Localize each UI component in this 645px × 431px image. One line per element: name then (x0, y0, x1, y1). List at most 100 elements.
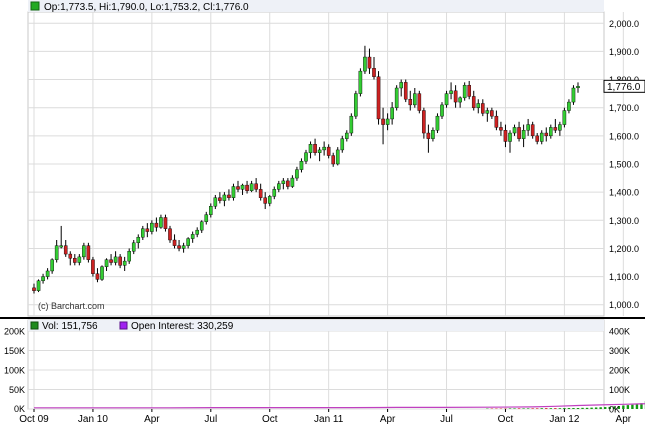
candle-body (395, 88, 398, 108)
candle-body (504, 130, 507, 141)
price-y-tick-label: 1,300.0 (609, 216, 639, 226)
candle-body (205, 215, 208, 222)
candle-body (427, 133, 430, 139)
candle-body (522, 130, 525, 138)
volume-legend-text: Vol: 151,756 (42, 321, 98, 332)
candle-body (431, 130, 434, 138)
candle-body (468, 85, 471, 96)
volume-legend-swatch (31, 322, 38, 329)
candle-body (168, 229, 171, 240)
price-y-tick-label: 1,900.0 (609, 47, 639, 57)
candle-body (128, 251, 131, 261)
volume-right-tick-label: 400K (609, 327, 630, 337)
volume-bar (581, 408, 583, 409)
volume-left-tick-label: 100K (4, 366, 25, 376)
candle-body (336, 150, 339, 164)
candle-body (332, 156, 335, 164)
candle-body (32, 288, 35, 291)
candle-body (463, 85, 466, 98)
open-interest-legend-text: Open Interest: 330,259 (131, 321, 234, 332)
x-tick-label: Oct 09 (19, 414, 49, 425)
candle-body (41, 277, 44, 281)
candle-body (472, 96, 475, 107)
candle-body (259, 189, 262, 197)
candle-body (350, 116, 353, 133)
price-y-tick-label: 1,200.0 (609, 244, 639, 254)
candle-body (499, 127, 502, 130)
x-tick-label: Jul (440, 414, 453, 425)
candle-body (245, 185, 248, 191)
candle-body (481, 103, 484, 113)
candle-body (409, 99, 412, 105)
candle-body (391, 108, 394, 119)
volume-bar (559, 408, 561, 409)
x-tick-label: Jul (204, 414, 217, 425)
candle-body (209, 206, 212, 214)
candle-body (264, 198, 267, 204)
volume-bar (586, 408, 588, 409)
candle-body (436, 116, 439, 130)
candle-body (46, 271, 49, 277)
candle-body (51, 260, 54, 271)
candle-body (123, 261, 126, 265)
candle-body (250, 184, 253, 191)
candle-body (486, 111, 489, 114)
volume-bar (595, 407, 597, 409)
candle-body (295, 170, 298, 178)
candle-body (87, 246, 90, 260)
volume-legend-bar (28, 320, 604, 331)
x-tick-label: Apr (380, 414, 396, 425)
price-y-tick-label: 2,000.0 (609, 19, 639, 29)
volume-bar (541, 408, 543, 409)
candle-body (191, 234, 194, 238)
candle-body (109, 260, 112, 263)
candle-body (69, 254, 72, 258)
volume-bar (522, 408, 524, 409)
candle-body (558, 125, 561, 131)
candle-body (549, 127, 552, 135)
candle-body (232, 187, 235, 198)
volume-left-tick-label: 0K (14, 404, 25, 414)
volume-bar (577, 408, 579, 409)
candle-body (273, 189, 276, 196)
candle-body (105, 260, 108, 267)
candle-body (567, 102, 570, 110)
x-tick-label: Jan 12 (549, 414, 579, 425)
candle-body (490, 111, 493, 117)
candle-body (323, 147, 326, 150)
price-y-tick-label: 1,700.0 (609, 103, 639, 113)
candle-body (400, 82, 403, 88)
candle-body (545, 133, 548, 136)
candle-body (459, 98, 462, 102)
candle-body (164, 217, 167, 228)
volume-bar (622, 405, 624, 409)
price-y-tick-label: 1,500.0 (609, 160, 639, 170)
candle-body (359, 71, 362, 94)
candle-body (386, 119, 389, 125)
candle-body (300, 161, 303, 169)
candle-body (196, 230, 199, 234)
candle-body (141, 229, 144, 237)
candle-body (119, 257, 122, 265)
candle-body (445, 94, 448, 105)
candle-body (563, 111, 566, 125)
candle-body (418, 94, 421, 111)
candle-body (173, 240, 176, 246)
price-y-tick-label: 1,100.0 (609, 272, 639, 282)
candle-body (223, 195, 226, 201)
candle-body (372, 68, 375, 76)
candle-body (345, 133, 348, 139)
candle-body (236, 187, 239, 190)
candle-body (91, 260, 94, 274)
volume-bar (518, 408, 520, 409)
candle-body (132, 243, 135, 251)
volume-left-tick-label: 150K (4, 346, 25, 356)
price-y-tick-label: 1,600.0 (609, 131, 639, 141)
volume-plot-area (28, 320, 604, 409)
volume-left-tick-label: 200K (4, 327, 25, 337)
price-legend-swatch (31, 2, 39, 10)
candle-body (413, 94, 416, 105)
x-tick-label: Jan 10 (78, 414, 108, 425)
